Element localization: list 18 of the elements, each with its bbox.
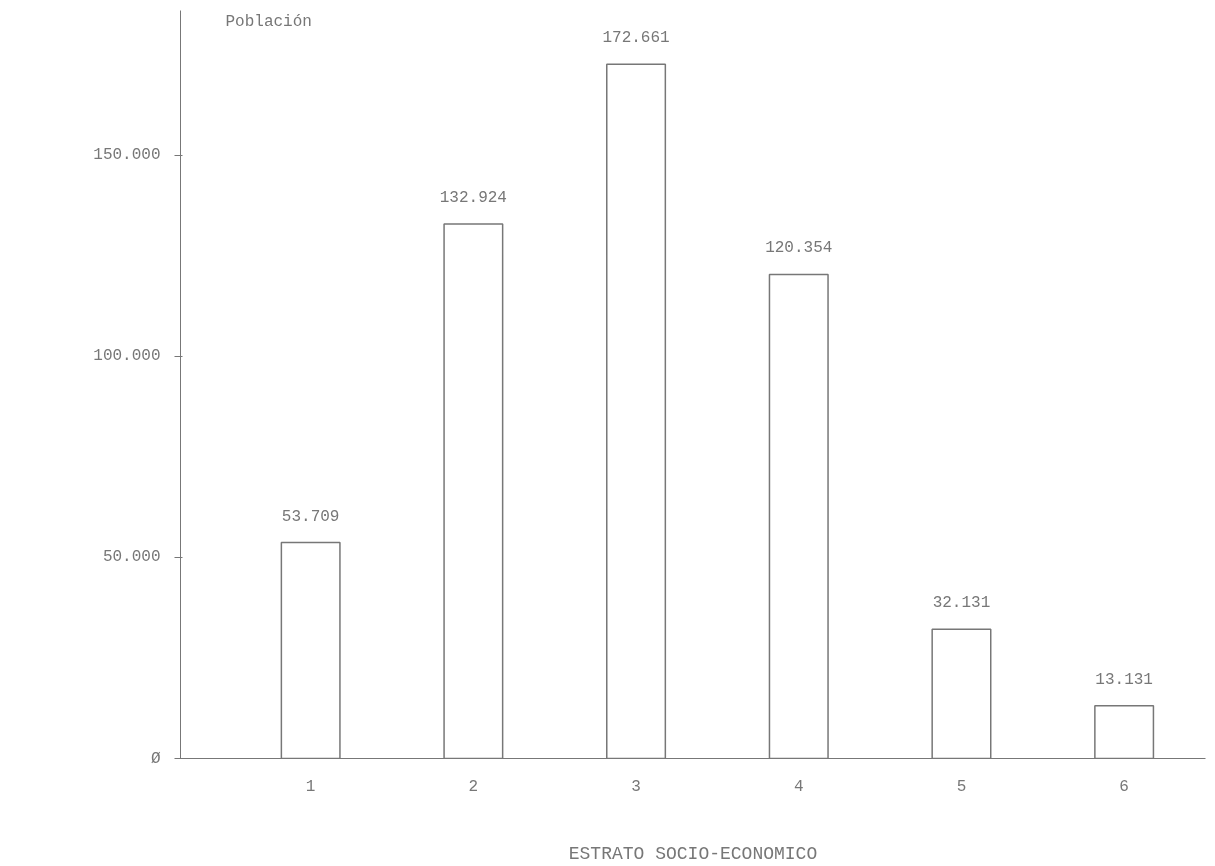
y-tick-label: 150.000 <box>93 146 161 165</box>
x-tick-label: 5 <box>956 777 967 796</box>
y-tick-label: Ø <box>150 749 161 768</box>
x-tick-label: 4 <box>793 777 804 796</box>
data-label: 32.131 <box>932 594 991 613</box>
y-tick-label: 50.000 <box>102 548 161 567</box>
data-label: 132.924 <box>439 188 507 207</box>
x-tick-label: 6 <box>1119 777 1129 796</box>
data-label: 13.131 <box>1095 670 1153 689</box>
data-label: 53.709 <box>281 507 340 526</box>
data-label: 172.661 <box>602 29 670 48</box>
x-tick-label: 3 <box>631 777 641 796</box>
x-tick-label: 2 <box>468 777 479 796</box>
y-tick-label: 100.000 <box>93 347 161 366</box>
y-axis-title: Población <box>225 12 312 31</box>
x-tick-label: 1 <box>305 777 316 796</box>
data-label: 120.354 <box>765 239 833 258</box>
x-axis-title: ESTRATO SOCIO-ECONOMICO <box>568 843 818 864</box>
